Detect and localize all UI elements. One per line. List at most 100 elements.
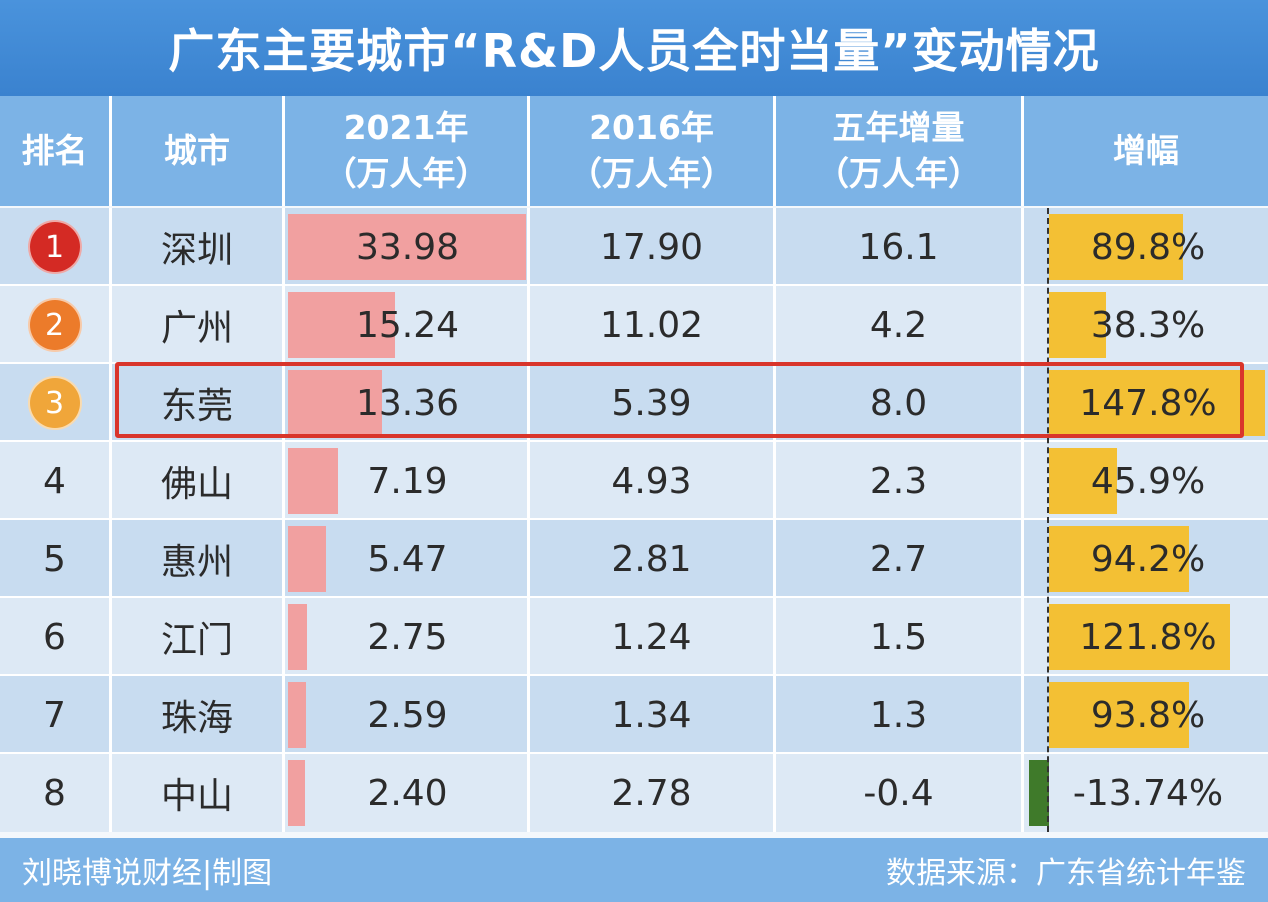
growth-label: 147.8% <box>1079 382 1217 424</box>
growth-label: 121.8% <box>1079 616 1217 658</box>
row-separator <box>0 440 1268 443</box>
header-city: 城市 <box>112 96 285 206</box>
bar-2021 <box>288 604 307 670</box>
footer-credit: 刘晓博说财经|制图 <box>22 856 273 891</box>
table-row: 3 东莞 13.36 5.39 8.0 147.8% <box>0 364 1268 442</box>
rank-label: 5 <box>43 538 66 580</box>
rank-cell: 8 <box>0 754 112 832</box>
rank-badge: 1 <box>27 220 82 274</box>
row-separator <box>0 752 1268 755</box>
header-increase: 五年增量 （万人年） <box>776 96 1024 206</box>
header-2021-label: 2021年 <box>343 108 469 147</box>
value-2021-label: 2.40 <box>367 772 448 814</box>
value-2016-cell: 2.81 <box>530 520 776 598</box>
city-cell: 惠州 <box>112 520 285 598</box>
bar-2021 <box>288 292 395 358</box>
bar-growth <box>1049 292 1106 358</box>
bar-2021 <box>288 682 306 748</box>
city-cell: 珠海 <box>112 676 285 754</box>
increase-cell: 8.0 <box>776 364 1024 442</box>
rank-label: 7 <box>43 694 66 736</box>
highlight-box <box>115 362 1244 438</box>
increase-cell: 16.1 <box>776 208 1024 286</box>
value-2021-label: 7.19 <box>367 460 448 502</box>
value-2021-cell <box>285 286 530 364</box>
rank-badge: 3 <box>27 376 82 430</box>
value-2021-cell <box>285 598 530 676</box>
rank-badge: 2 <box>27 298 82 352</box>
value-2021-cell <box>285 442 530 520</box>
rank-label: 8 <box>43 772 66 814</box>
footer-source: 数据来源：广东省统计年鉴 <box>886 856 1246 891</box>
rank-cell: 3 <box>0 364 112 442</box>
growth-label: -13.74% <box>1072 772 1224 814</box>
bar-growth <box>1049 370 1265 436</box>
value-2016-cell: 1.34 <box>530 676 776 754</box>
table-row: 4 佛山 7.19 4.93 2.3 45.9% <box>0 442 1268 520</box>
city-cell: 佛山 <box>112 442 285 520</box>
value-2016-cell: 2.78 <box>530 754 776 832</box>
value-2016-cell: 5.39 <box>530 364 776 442</box>
bar-growth <box>1049 604 1230 670</box>
growth-baseline <box>1047 208 1049 832</box>
city-cell: 深圳 <box>112 208 285 286</box>
row-separator <box>0 518 1268 521</box>
table-row: 2 广州 15.24 11.02 4.2 38.3% <box>0 286 1268 364</box>
value-2021-cell <box>285 676 530 754</box>
bar-2021 <box>288 760 305 826</box>
table-row: 8 中山 2.40 2.78 -0.4 -13.74% <box>0 754 1268 832</box>
increase-cell: 2.3 <box>776 442 1024 520</box>
increase-cell: 1.5 <box>776 598 1024 676</box>
title-bar: 广东主要城市“R&D人员全时当量”变动情况 <box>0 0 1268 96</box>
bar-growth <box>1049 526 1189 592</box>
value-2021-cell <box>285 364 530 442</box>
city-cell: 江门 <box>112 598 285 676</box>
bar-growth <box>1049 682 1189 748</box>
rank-cell: 2 <box>0 286 112 364</box>
header-2021: 2021年 （万人年） <box>285 96 530 206</box>
growth-label: 94.2% <box>1090 538 1206 580</box>
row-separator <box>0 284 1268 287</box>
rank-cell: 6 <box>0 598 112 676</box>
city-cell: 广州 <box>112 286 285 364</box>
header-increase-label: 五年增量 <box>832 108 965 147</box>
increase-cell: -0.4 <box>776 754 1024 832</box>
header-2021-unit: （万人年） <box>323 154 489 193</box>
row-separator <box>0 674 1268 677</box>
growth-label: 89.8% <box>1090 226 1206 268</box>
table-row: 7 珠海 2.59 1.34 1.3 93.8% <box>0 676 1268 754</box>
value-2021-cell <box>285 520 530 598</box>
bar-growth <box>1049 448 1117 514</box>
bar-2021 <box>288 448 338 514</box>
row-separator <box>0 596 1268 599</box>
growth-label: 45.9% <box>1090 460 1206 502</box>
rank-cell: 5 <box>0 520 112 598</box>
rank-cell: 7 <box>0 676 112 754</box>
value-2021-label: 2.59 <box>367 694 448 736</box>
bar-2021 <box>288 214 526 280</box>
header-rank-label: 排名 <box>21 131 88 170</box>
bar-growth-negative <box>1029 760 1049 826</box>
increase-cell: 2.7 <box>776 520 1024 598</box>
table-row: 6 江门 2.75 1.24 1.5 121.8% <box>0 598 1268 676</box>
header-growth: 增幅 <box>1024 96 1268 206</box>
footer: 刘晓博说财经|制图 数据来源：广东省统计年鉴 <box>0 838 1268 902</box>
table-row: 5 惠州 5.47 2.81 2.7 94.2% <box>0 520 1268 598</box>
city-cell: 东莞 <box>112 364 285 442</box>
growth-label: 38.3% <box>1090 304 1206 346</box>
value-2021-cell <box>285 208 530 286</box>
header-city-label: 城市 <box>164 131 230 170</box>
chart-title: 广东主要城市“R&D人员全时当量”变动情况 <box>168 24 1100 78</box>
header-increase-unit: （万人年） <box>816 154 981 193</box>
header-2016: 2016年 （万人年） <box>530 96 776 206</box>
value-2021-label: 5.47 <box>367 538 448 580</box>
increase-cell: 1.3 <box>776 676 1024 754</box>
city-cell: 中山 <box>112 754 285 832</box>
value-2016-cell: 17.90 <box>530 208 776 286</box>
header-2016-label: 2016年 <box>589 108 714 147</box>
rank-label: 6 <box>43 616 66 658</box>
growth-label: 93.8% <box>1090 694 1206 736</box>
header-2016-unit: （万人年） <box>569 154 734 193</box>
value-2021-cell <box>285 754 530 832</box>
